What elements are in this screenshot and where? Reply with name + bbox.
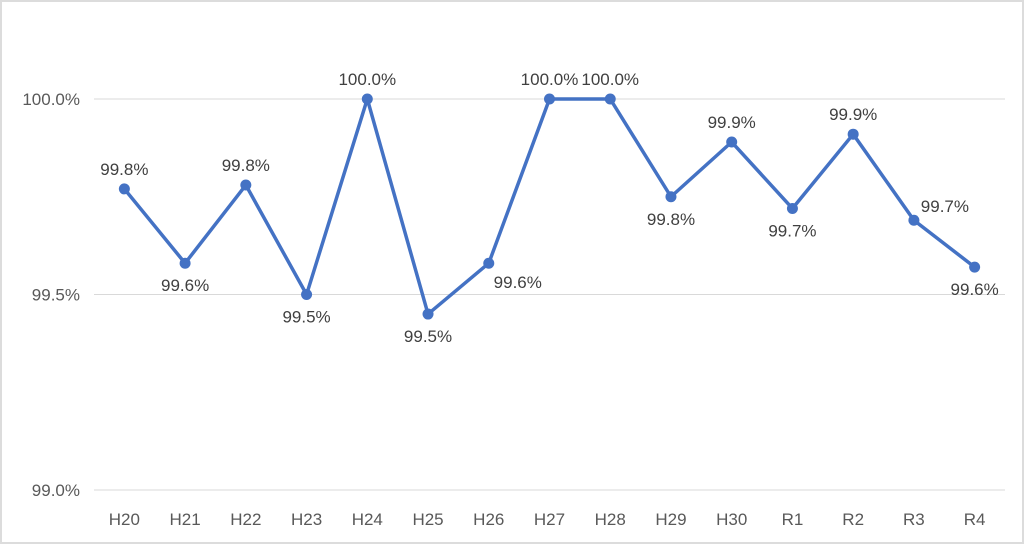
y-axis-tick-label: 100.0%	[22, 90, 80, 109]
data-point-marker	[665, 191, 677, 203]
x-axis-category-label: H28	[595, 510, 626, 529]
data-point-marker	[786, 202, 798, 214]
data-point-label: 99.8%	[222, 156, 270, 175]
x-axis-category-label: H24	[352, 510, 383, 529]
data-point-marker	[726, 136, 738, 148]
x-axis-category-label: H27	[534, 510, 565, 529]
data-point-marker	[118, 183, 130, 195]
x-axis-category-label: H25	[412, 510, 443, 529]
x-axis-category-label: H26	[473, 510, 504, 529]
data-point-label: 99.6%	[494, 273, 542, 292]
data-point-label: 99.5%	[282, 308, 330, 327]
x-axis-category-label: R2	[842, 510, 864, 529]
data-point-marker	[179, 257, 191, 269]
data-point-marker	[483, 257, 495, 269]
data-point-marker	[908, 214, 920, 226]
data-point-marker	[604, 93, 616, 105]
data-point-marker	[544, 93, 555, 105]
data-point-label: 99.6%	[951, 280, 999, 299]
x-axis-category-label: H23	[291, 510, 322, 529]
data-point-label: 99.8%	[647, 210, 695, 229]
data-point-label: 100.0%	[581, 70, 639, 89]
x-axis-category-label: R1	[782, 510, 804, 529]
x-axis-category-label: R4	[964, 510, 986, 529]
data-point-label: 100.0%	[338, 70, 396, 89]
data-point-marker	[361, 93, 373, 105]
data-point-label: 99.6%	[161, 276, 209, 295]
data-point-marker	[301, 289, 313, 300]
y-axis-tick-label: 99.0%	[32, 481, 80, 500]
data-point-label: 99.5%	[404, 327, 452, 346]
data-point-marker	[240, 179, 252, 191]
x-axis-category-label: H30	[716, 510, 747, 529]
x-axis-category-label: H29	[655, 510, 686, 529]
y-axis-tick-label: 99.5%	[32, 286, 80, 305]
data-point-label: 99.7%	[768, 221, 816, 240]
data-point-label: 99.7%	[921, 197, 969, 216]
data-point-label: 99.9%	[708, 113, 756, 132]
x-axis-category-label: H21	[170, 510, 201, 529]
data-point-label: 99.9%	[829, 105, 877, 124]
data-point-marker	[969, 261, 981, 273]
series-line	[122, 97, 977, 316]
data-point-label: 99.8%	[100, 160, 148, 179]
data-point-marker	[422, 308, 434, 320]
data-point-marker	[847, 128, 859, 140]
x-axis-category-label: H22	[230, 510, 261, 529]
x-axis-category-label: H20	[109, 510, 140, 529]
data-point-label: 100.0%	[521, 70, 579, 89]
x-axis-category-label: R3	[903, 510, 925, 529]
